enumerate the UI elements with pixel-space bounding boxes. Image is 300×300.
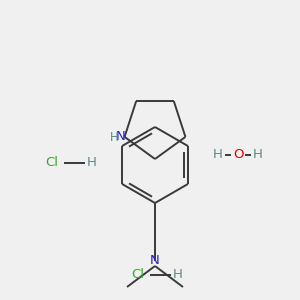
Text: N: N <box>150 254 160 268</box>
Text: H: H <box>173 268 183 281</box>
Text: H: H <box>110 131 118 144</box>
Text: H: H <box>213 148 223 161</box>
Text: N: N <box>116 130 126 143</box>
Text: Cl: Cl <box>46 157 59 169</box>
Text: Cl: Cl <box>131 268 145 281</box>
Text: H: H <box>253 148 263 161</box>
Text: O: O <box>233 148 243 161</box>
Text: H: H <box>87 157 97 169</box>
